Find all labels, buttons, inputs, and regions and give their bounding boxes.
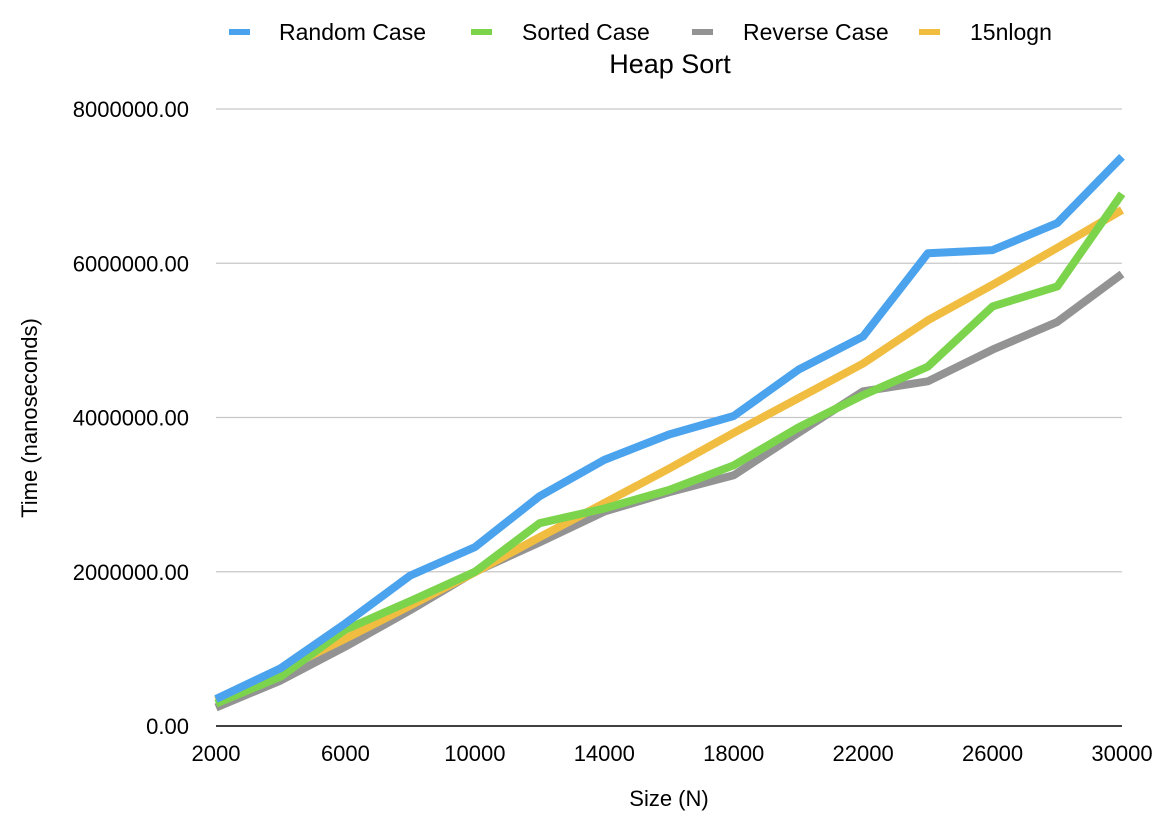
x-tick-label: 22000 (833, 741, 894, 766)
x-tick-label: 14000 (574, 741, 635, 766)
series-line-random-case (214, 154, 1125, 703)
legend-item-reverse-case: Reverse Case (692, 19, 889, 45)
chart-title: Heap Sort (609, 49, 731, 79)
y-tick-label: 2000000.00 (73, 560, 189, 585)
y-tick-label: 8000000.00 (73, 97, 189, 122)
legend: Random Case Sorted Case Reverse Case 15nlog… (229, 19, 1052, 45)
legend-label: Sorted Case (522, 19, 650, 45)
series-line-sorted-case (214, 191, 1126, 708)
x-tick-label: 6000 (321, 741, 370, 766)
y-tick-label: 6000000.00 (73, 251, 189, 276)
y-axis-ticks: 0.00 2000000.00 4000000.00 6000000.00 800000… (73, 97, 189, 739)
series-line-15nlogn (214, 206, 1125, 705)
legend-label: 15nlogn (970, 19, 1052, 45)
legend-label: Reverse Case (743, 19, 889, 45)
x-tick-label: 30000 (1091, 741, 1152, 766)
legend-item-sorted-case: Sorted Case (471, 19, 650, 45)
legend-label: Random Case (279, 19, 426, 45)
y-tick-label: 4000000.00 (73, 406, 189, 431)
y-axis-title: Time (nanoseconds) (17, 318, 42, 518)
x-tick-label: 26000 (962, 741, 1023, 766)
gridlines (216, 108, 1122, 573)
x-tick-label: 2000 (192, 741, 241, 766)
x-axis-ticks: 2000 6000 10000 14000 18000 22000 26000 30000 (192, 741, 1153, 766)
y-tick-label: 0.00 (146, 714, 189, 739)
legend-item-random-case: Random Case (229, 19, 426, 45)
x-tick-label: 10000 (444, 741, 505, 766)
x-tick-label: 18000 (703, 741, 764, 766)
series-lines (214, 154, 1126, 712)
x-axis-title: Size (N) (629, 786, 708, 811)
legend-item-15nlogn: 15nlogn (919, 19, 1052, 45)
